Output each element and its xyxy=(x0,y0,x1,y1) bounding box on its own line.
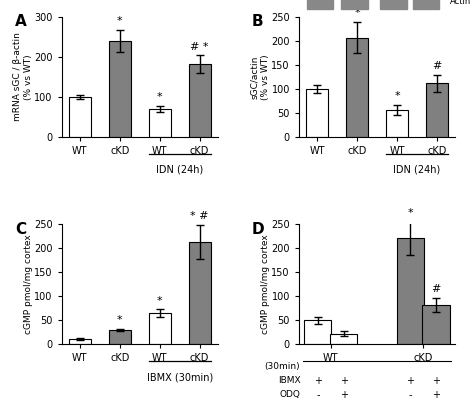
Bar xyxy=(346,37,368,137)
Text: ODQ: ODQ xyxy=(279,390,300,399)
Text: # *: # * xyxy=(191,42,209,52)
Text: A: A xyxy=(15,14,27,29)
Text: *: * xyxy=(117,16,122,26)
Text: +: + xyxy=(340,376,348,386)
Bar xyxy=(189,64,210,137)
Y-axis label: mRNA sGC / β-actin
(% vs WT): mRNA sGC / β-actin (% vs WT) xyxy=(13,33,33,121)
Bar xyxy=(386,110,408,137)
Bar xyxy=(422,305,450,344)
Text: *: * xyxy=(394,91,400,101)
Y-axis label: sGC/actin
(% vs WT): sGC/actin (% vs WT) xyxy=(250,54,270,100)
Y-axis label: cGMP pmol/mg cortex: cGMP pmol/mg cortex xyxy=(24,234,33,334)
Text: D: D xyxy=(252,222,264,236)
Text: C: C xyxy=(15,222,26,236)
Bar xyxy=(306,89,328,137)
Text: +: + xyxy=(314,376,322,386)
Text: *: * xyxy=(354,8,360,18)
Text: IBMX (30min): IBMX (30min) xyxy=(146,372,213,382)
Text: (30min): (30min) xyxy=(264,362,300,371)
Bar xyxy=(109,41,131,137)
Text: #: # xyxy=(432,61,442,71)
Bar xyxy=(69,97,91,137)
Text: +: + xyxy=(432,390,440,400)
Bar xyxy=(109,330,131,344)
Text: *: * xyxy=(117,315,122,325)
Bar xyxy=(304,320,331,344)
Bar xyxy=(426,83,448,137)
Text: B: B xyxy=(252,14,264,29)
Text: #: # xyxy=(431,284,441,294)
Text: +: + xyxy=(432,376,440,386)
Text: -: - xyxy=(316,390,319,400)
Text: *: * xyxy=(157,92,163,102)
Bar xyxy=(149,313,171,344)
Text: *: * xyxy=(408,208,413,218)
Text: * #: * # xyxy=(191,211,209,221)
Text: -: - xyxy=(409,390,412,400)
Bar xyxy=(189,242,210,344)
Bar xyxy=(69,339,91,344)
Bar xyxy=(149,109,171,137)
Text: IBMX: IBMX xyxy=(278,376,300,385)
Text: +: + xyxy=(406,376,414,386)
Text: IDN (24h): IDN (24h) xyxy=(156,165,203,175)
Y-axis label: cGMP pmol/mg cortex: cGMP pmol/mg cortex xyxy=(261,234,270,334)
Text: *: * xyxy=(157,296,163,306)
Text: +: + xyxy=(340,390,348,400)
Bar xyxy=(397,239,424,344)
Bar xyxy=(330,334,357,344)
Text: IDN (24h): IDN (24h) xyxy=(393,165,441,175)
